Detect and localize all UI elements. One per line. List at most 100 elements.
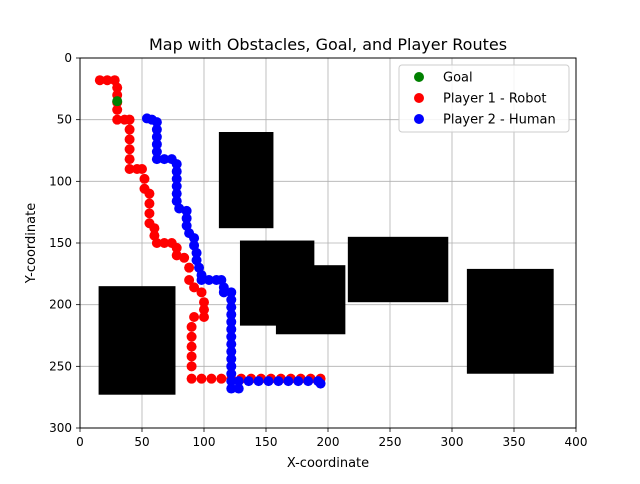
x-tick-label: 0: [76, 435, 84, 449]
goal-point: [112, 96, 123, 107]
route-point: [189, 282, 200, 293]
route-point: [253, 376, 264, 387]
route-point: [124, 134, 135, 145]
route-point: [94, 75, 105, 86]
obstacle: [98, 286, 176, 395]
route-point: [189, 312, 200, 322]
route-point: [233, 383, 244, 394]
route-point: [218, 287, 229, 298]
x-tick-label: 200: [317, 435, 340, 449]
y-tick-label: 100: [49, 174, 72, 188]
route-point: [226, 383, 237, 394]
obstacles: [98, 132, 554, 395]
route-point: [171, 188, 182, 199]
route-point: [273, 376, 284, 387]
route-point: [179, 252, 190, 263]
route-point: [151, 238, 162, 248]
route-point: [226, 294, 237, 305]
data-series: [94, 75, 326, 394]
route-point: [226, 309, 237, 320]
route-point: [159, 238, 170, 248]
x-tick-label: 100: [193, 435, 216, 449]
route-point: [216, 373, 227, 384]
route-point: [186, 341, 197, 352]
route-point: [186, 361, 197, 372]
route-point: [124, 124, 135, 135]
axis-ticks: 0 50 100 150 200 250 300 350 400 0 50 100 150 200 250 3…: [49, 51, 587, 449]
x-tick-label: 50: [134, 435, 149, 449]
route-point: [189, 233, 200, 244]
legend-marker: [414, 72, 424, 82]
route-point: [124, 114, 135, 125]
route-point: [186, 351, 197, 362]
y-tick-label: 0: [64, 51, 72, 65]
route-point: [181, 213, 192, 224]
route-point: [196, 275, 207, 285]
x-tick-label: 350: [503, 435, 526, 449]
obstacle: [347, 236, 449, 303]
x-tick-label: 250: [379, 435, 402, 449]
series-goal: [112, 96, 123, 107]
route-point: [199, 297, 209, 308]
route-point: [226, 346, 237, 357]
chart-title: Map with Obstacles, Goal, and Player Rou…: [149, 35, 507, 54]
y-tick-label: 300: [49, 421, 72, 435]
y-tick-label: 150: [49, 236, 72, 250]
route-point: [151, 131, 162, 142]
series-player-2-human: [141, 113, 326, 394]
route-point: [102, 75, 113, 86]
route-point: [226, 316, 237, 327]
route-point: [159, 154, 170, 165]
route-point: [226, 339, 237, 350]
obstacle: [466, 268, 554, 374]
x-tick-label: 300: [441, 435, 464, 449]
route-point: [226, 376, 237, 387]
route-point: [151, 146, 162, 157]
route-point: [171, 166, 182, 177]
route-point: [144, 188, 155, 199]
route-point: [293, 376, 304, 387]
route-point: [171, 159, 182, 170]
route-point: [226, 368, 237, 379]
legend-label: Player 1 - Robot: [443, 92, 547, 107]
route-point: [181, 205, 192, 216]
x-axis-label: X-coordinate: [287, 456, 369, 471]
route-point: [196, 287, 207, 298]
route-point: [144, 208, 155, 219]
route-point: [112, 82, 123, 93]
route-point: [149, 223, 160, 234]
route-point: [191, 247, 202, 258]
route-point: [124, 164, 135, 174]
route-point: [186, 321, 197, 332]
route-point: [124, 154, 135, 165]
y-axis-label: Y-coordinate: [24, 203, 39, 284]
route-point: [184, 275, 195, 285]
y-tick-label: 50: [57, 113, 72, 127]
x-tick-label: 150: [255, 435, 278, 449]
route-point: [315, 378, 326, 389]
route-point: [171, 242, 182, 253]
route-point: [112, 104, 123, 115]
route-point: [196, 373, 207, 384]
obstacle: [275, 265, 346, 335]
route-point: [283, 376, 294, 387]
route-point: [139, 173, 150, 184]
route-point: [226, 361, 237, 372]
route-point: [199, 304, 209, 315]
route-point: [203, 275, 214, 285]
route-point: [303, 376, 314, 387]
route-point: [112, 114, 123, 125]
x-tick-label: 400: [565, 435, 588, 449]
route-point: [151, 139, 162, 150]
route-point: [184, 262, 195, 273]
legend: Goal Player 1 - Robot Player 2 - Human: [398, 64, 570, 133]
route-point: [137, 164, 147, 174]
route-point: [151, 154, 162, 165]
route-point: [243, 376, 254, 387]
route-point: [151, 124, 162, 135]
legend-box: [398, 64, 570, 133]
route-point: [171, 173, 182, 184]
route-point: [151, 117, 162, 128]
route-point: [226, 302, 237, 313]
